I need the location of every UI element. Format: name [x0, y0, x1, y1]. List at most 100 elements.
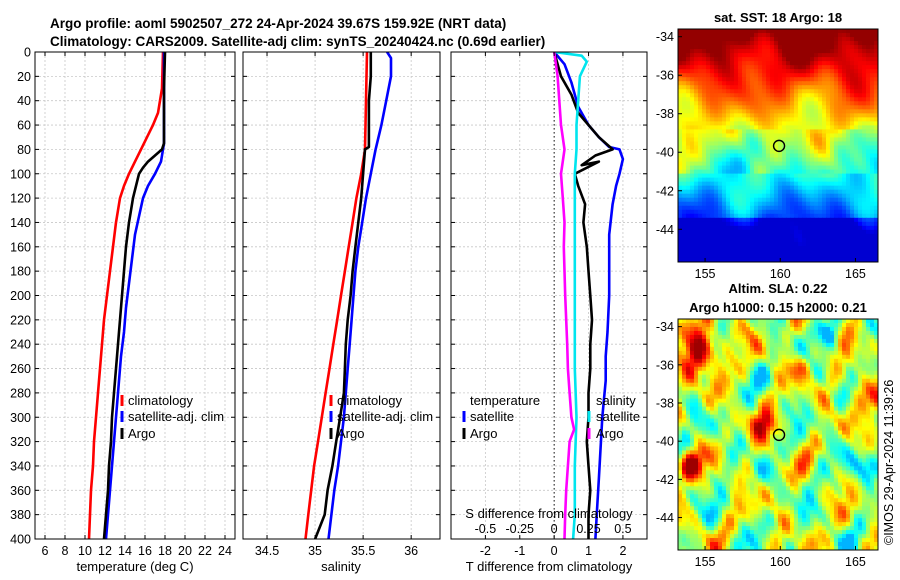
map-cell — [834, 177, 839, 183]
map-cell — [854, 434, 859, 440]
map-cell — [678, 374, 683, 380]
map-cell — [770, 330, 775, 336]
map-cell — [698, 442, 703, 448]
map-cell — [818, 330, 823, 336]
map-cell — [750, 157, 755, 163]
map-cell — [722, 374, 727, 380]
map-cell — [694, 450, 699, 456]
map-cell — [714, 205, 719, 211]
map-cell — [870, 153, 875, 159]
map-cell — [786, 430, 791, 436]
map-cell — [794, 430, 799, 436]
map-cell — [686, 233, 691, 239]
map-cell — [858, 133, 863, 139]
map-cell — [710, 394, 715, 400]
map-cell — [782, 77, 787, 82]
map-cell — [794, 241, 799, 247]
map-cell — [862, 249, 867, 255]
map-cell — [682, 221, 687, 227]
map-cell — [810, 209, 815, 215]
map-cell — [698, 358, 703, 364]
map-cell — [786, 61, 791, 66]
difference-legend: temperature satellite Argo salinity sate… — [462, 393, 640, 441]
map-cell — [762, 193, 767, 199]
map-cell — [874, 402, 878, 408]
map-cell — [694, 117, 699, 122]
map-cell — [710, 109, 715, 114]
map-cell — [690, 201, 695, 207]
map-cell — [774, 61, 779, 66]
map-cell — [710, 61, 715, 66]
map-cell — [822, 398, 827, 404]
map-cell — [806, 189, 811, 195]
map-cell — [822, 177, 827, 183]
map-cell — [858, 382, 863, 388]
map-cell — [838, 61, 843, 66]
map-cell — [862, 330, 867, 336]
map-cell — [690, 85, 695, 90]
map-cell — [770, 225, 775, 231]
map-cell — [722, 229, 727, 235]
map-cell — [866, 85, 871, 90]
map-cell — [874, 117, 878, 122]
map-cell — [758, 241, 763, 247]
map-cell — [858, 161, 863, 167]
map-cell — [802, 129, 807, 135]
map-cell — [782, 85, 787, 90]
map-cell — [850, 105, 855, 110]
map-cell — [810, 161, 815, 167]
map-cell — [742, 61, 747, 66]
map-cell — [678, 41, 683, 46]
map-cell — [850, 410, 855, 416]
map-cell — [742, 430, 747, 436]
map-cell — [826, 73, 831, 78]
map-cell — [774, 450, 779, 456]
map-cell — [862, 338, 867, 344]
map-cell — [734, 193, 739, 199]
map-cell — [774, 205, 779, 211]
map-cell — [850, 169, 855, 175]
map-cell — [830, 105, 835, 110]
map-cell — [746, 157, 751, 163]
map-cell — [790, 41, 795, 46]
map-cell — [706, 249, 711, 255]
map-cell — [818, 442, 823, 448]
map-cell — [690, 406, 695, 412]
map-cell — [698, 101, 703, 106]
map-cell — [838, 65, 843, 70]
map-cell — [738, 229, 743, 235]
map-cell — [746, 141, 751, 147]
map-cell — [706, 213, 711, 219]
map-cell — [766, 410, 771, 416]
map-cell — [762, 233, 767, 239]
map-cell — [690, 225, 695, 231]
map-cell — [750, 161, 755, 167]
map-cell — [782, 129, 787, 135]
map-cell — [814, 81, 819, 86]
map-cell — [858, 45, 863, 50]
map-cell — [862, 61, 867, 66]
salinity-x-label: salinity — [321, 559, 361, 574]
map-cell — [714, 209, 719, 215]
map-cell — [794, 133, 799, 139]
map-cell — [774, 121, 779, 127]
map-cell — [718, 370, 723, 376]
map-cell — [766, 450, 771, 456]
map-cell — [818, 101, 823, 106]
map-cell — [746, 69, 751, 74]
map-cell — [794, 394, 799, 400]
map-cell — [822, 209, 827, 215]
map-cell — [782, 358, 787, 364]
map-cell — [714, 253, 719, 259]
map-cell — [782, 342, 787, 348]
map-cell — [702, 205, 707, 211]
map-cell — [806, 330, 811, 336]
map-cell — [806, 414, 811, 420]
map-cell — [742, 253, 747, 259]
map-cell — [746, 434, 751, 440]
map-cell — [746, 145, 751, 151]
map-cell — [826, 350, 831, 356]
map-cell — [750, 370, 755, 376]
map-cell — [802, 390, 807, 396]
map-cell — [802, 422, 807, 428]
